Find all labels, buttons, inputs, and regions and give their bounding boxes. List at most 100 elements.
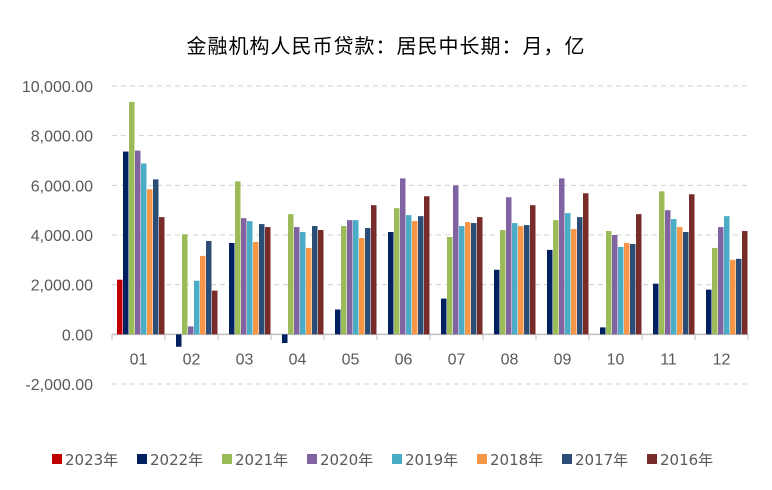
bar-2018年-06: [412, 221, 418, 335]
legend-label: 2022年: [150, 451, 203, 469]
chart-title: 金融机构人民币贷款：居民中长期：月，亿: [186, 34, 586, 58]
bar-2018年-09: [571, 229, 577, 335]
bar-2017年-11: [683, 232, 689, 335]
bar-2016年-09: [583, 193, 589, 335]
bar-2022年-07: [441, 298, 447, 335]
bar-2016年-04: [318, 230, 324, 335]
bar-2016年-08: [530, 205, 536, 335]
legend-label: 2018年: [490, 451, 543, 469]
bar-2019年-06: [406, 215, 412, 335]
y-tick-label: 4,000.00: [31, 228, 93, 245]
x-tick-label: 04: [289, 351, 307, 368]
bar-2022年-08: [494, 269, 500, 335]
bar-2021年-11: [659, 191, 665, 335]
bar-2022年-03: [229, 242, 235, 335]
bar-2021年-03: [235, 181, 241, 335]
bar-2020年-05: [347, 220, 353, 335]
bar-2017年-02: [206, 240, 212, 335]
x-tick-label: 12: [713, 351, 731, 368]
bar-2016年-03: [265, 227, 271, 335]
x-tick-label: 05: [342, 351, 360, 368]
x-tick-label: 06: [395, 351, 413, 368]
bar-2021年-09: [553, 220, 559, 335]
x-tick-label: 11: [660, 351, 677, 368]
bar-2017年-10: [630, 243, 636, 335]
bar-2016年-11: [689, 194, 695, 335]
bar-2020年-08: [506, 197, 512, 335]
legend-swatch: [137, 454, 147, 464]
bar-2021年-01: [129, 101, 135, 335]
bar-2016年-02: [212, 290, 218, 335]
bar-2020年-11: [665, 210, 671, 335]
bar-2022年-09: [547, 249, 553, 335]
bar-2021年-08: [500, 230, 506, 335]
bar-2022年-10: [600, 327, 606, 335]
legend-swatch: [307, 454, 317, 464]
bar-2016年-01: [159, 217, 165, 335]
x-tick-label: 01: [130, 351, 148, 368]
bar-2016年-07: [477, 217, 483, 335]
bar-2018年-12: [730, 259, 736, 335]
bar-2017年-03: [259, 224, 265, 335]
x-tick-label: 10: [607, 351, 625, 368]
bar-2017年-05: [365, 228, 371, 335]
bar-2018年-10: [624, 242, 630, 335]
bar-2017年-08: [524, 225, 530, 335]
bar-2020年-12: [718, 227, 724, 335]
legend-swatch: [52, 454, 62, 464]
bar-2017年-07: [471, 223, 477, 335]
legend-label: 2016年: [660, 451, 713, 469]
x-tick-label: 07: [448, 351, 466, 368]
bar-2020年-02: [188, 326, 194, 335]
bar-2018年-07: [465, 222, 471, 335]
bar-2017年-09: [577, 217, 583, 335]
bar-2019年-01: [141, 163, 147, 335]
legend-label: 2020年: [320, 451, 373, 469]
bar-2020年-06: [400, 178, 406, 335]
bar-2019年-05: [353, 220, 359, 335]
bar-2018年-02: [200, 255, 206, 335]
bar-2022年-04: [282, 334, 288, 344]
y-tick-label: 0.00: [62, 327, 93, 344]
legend-swatch: [392, 454, 402, 464]
bar-2019年-12: [724, 216, 730, 335]
bar-2020年-07: [453, 185, 459, 335]
bar-2023年-01: [117, 279, 123, 335]
bar-2022年-05: [335, 309, 341, 335]
bar-2018年-08: [518, 226, 524, 335]
bar-2022年-11: [653, 283, 659, 335]
bar-2017年-06: [418, 216, 424, 335]
y-tick-label: -2,000.00: [25, 377, 93, 394]
bar-2020年-03: [241, 218, 247, 335]
bar-2022年-12: [706, 289, 712, 335]
x-tick-label: 08: [501, 351, 519, 368]
legend-swatch: [477, 454, 487, 464]
x-tick-label: 09: [554, 351, 572, 368]
bar-2016年-06: [424, 196, 430, 335]
y-tick-label: 2,000.00: [31, 278, 93, 295]
bar-2021年-10: [606, 231, 612, 335]
bar-2019年-07: [459, 226, 465, 335]
bar-2019年-08: [512, 223, 518, 335]
bar-2021年-04: [288, 214, 294, 335]
x-tick-label: 03: [236, 351, 254, 368]
bar-2022年-02: [176, 334, 182, 347]
bar-2020年-04: [294, 227, 300, 335]
bar-2021年-12: [712, 247, 718, 335]
bar-2017年-01: [153, 179, 159, 335]
bar-2018年-04: [306, 247, 312, 335]
bar-2019年-04: [300, 232, 306, 335]
legend-label: 2023年: [65, 451, 118, 469]
legend-label: 2019年: [405, 451, 458, 469]
bar-2021年-02: [182, 234, 188, 335]
bar-2017年-12: [736, 258, 742, 335]
bar-2022年-06: [388, 232, 394, 335]
legend-swatch: [562, 454, 572, 464]
bar-2016年-12: [742, 231, 748, 335]
bar-2018年-03: [253, 241, 259, 335]
bar-2018年-05: [359, 237, 365, 335]
bar-2019年-09: [565, 213, 571, 335]
bar-2018年-01: [147, 189, 153, 335]
legend-label: 2017年: [575, 451, 628, 469]
